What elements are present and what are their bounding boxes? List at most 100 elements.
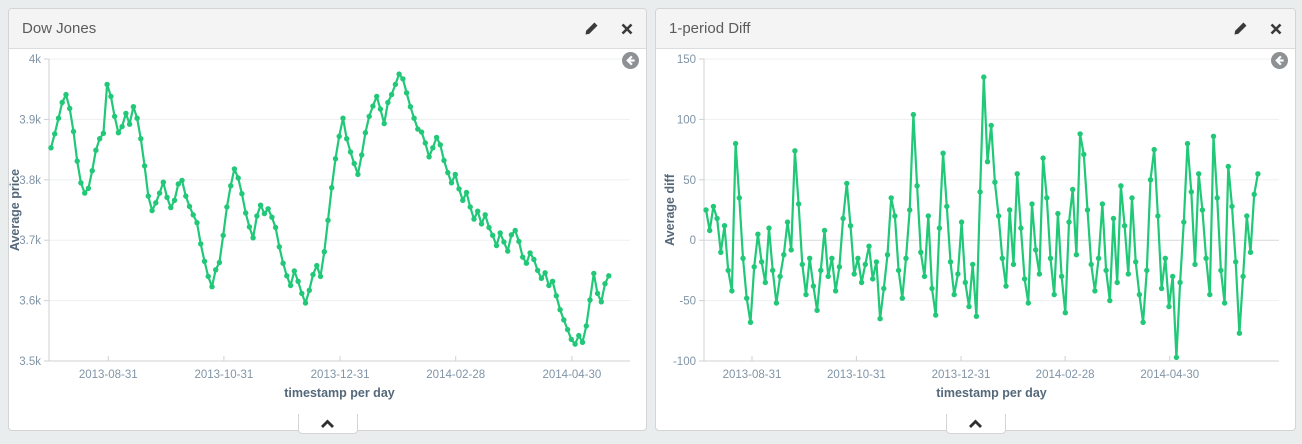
data-point[interactable] [1021, 276, 1028, 282]
data-point[interactable] [138, 136, 144, 142]
data-point[interactable] [538, 275, 545, 281]
data-point[interactable] [1158, 285, 1165, 292]
data-point[interactable] [988, 122, 994, 129]
data-point[interactable] [825, 273, 831, 280]
data-point[interactable] [374, 93, 380, 100]
edit-panel-button[interactable] [584, 21, 599, 36]
data-point[interactable] [755, 231, 761, 237]
data-point[interactable] [1181, 219, 1187, 225]
data-point[interactable] [995, 213, 1002, 219]
data-point[interactable] [855, 255, 861, 261]
data-point[interactable] [1133, 259, 1139, 265]
data-point[interactable] [224, 204, 230, 210]
data-point[interactable] [415, 126, 421, 132]
collapse-panel-button[interactable] [945, 414, 1006, 434]
data-point[interactable] [892, 213, 898, 219]
data-point[interactable] [261, 210, 268, 217]
data-point[interactable] [821, 227, 828, 234]
data-point[interactable] [501, 239, 507, 245]
data-point[interactable] [1007, 207, 1013, 213]
data-point[interactable] [478, 221, 485, 227]
data-point[interactable] [1210, 133, 1217, 139]
data-point[interactable] [265, 206, 271, 212]
data-point[interactable] [411, 115, 417, 121]
data-point[interactable] [951, 291, 957, 298]
data-point[interactable] [205, 273, 211, 280]
data-point[interactable] [287, 282, 294, 289]
data-point[interactable] [403, 90, 410, 96]
data-point[interactable] [156, 190, 163, 196]
data-point[interactable] [85, 185, 92, 191]
data-point[interactable] [295, 278, 301, 284]
data-point[interactable] [766, 225, 772, 231]
data-point[interactable] [579, 339, 586, 345]
data-point[interactable] [336, 133, 342, 139]
data-point[interactable] [228, 183, 234, 189]
data-point[interactable] [1077, 131, 1083, 137]
data-point[interactable] [718, 249, 724, 255]
data-point[interactable] [344, 136, 350, 142]
data-point[interactable] [254, 213, 260, 219]
data-point[interactable] [707, 227, 713, 234]
data-point[interactable] [55, 115, 62, 121]
data-point[interactable] [1081, 151, 1087, 158]
data-point[interactable] [302, 300, 309, 306]
collapse-panel-button[interactable] [297, 414, 358, 434]
data-point[interactable] [269, 214, 275, 220]
data-point[interactable] [448, 180, 455, 186]
data-point[interactable] [475, 208, 481, 214]
data-point[interactable] [534, 267, 541, 274]
data-point[interactable] [703, 207, 709, 213]
back-button[interactable] [622, 52, 639, 69]
data-point[interactable] [370, 103, 376, 109]
data-point[interactable] [549, 278, 556, 284]
data-point[interactable] [1051, 291, 1057, 298]
data-point[interactable] [940, 150, 946, 156]
data-point[interactable] [1221, 300, 1228, 306]
data-point[interactable] [366, 113, 372, 120]
data-point[interactable] [744, 295, 750, 301]
data-point[interactable] [877, 316, 883, 322]
data-point[interactable] [93, 147, 99, 153]
data-point[interactable] [512, 227, 518, 234]
data-point[interactable] [773, 300, 780, 306]
data-point[interactable] [456, 186, 462, 192]
data-point[interactable] [531, 256, 537, 263]
data-point[interactable] [1047, 255, 1054, 261]
data-point[interactable] [239, 191, 245, 197]
data-point[interactable] [925, 213, 931, 219]
data-point[interactable] [134, 115, 140, 121]
data-point[interactable] [246, 224, 253, 230]
data-point[interactable] [381, 120, 387, 127]
data-point[interactable] [851, 271, 857, 277]
data-point[interactable] [119, 123, 125, 130]
data-point[interactable] [970, 261, 976, 268]
data-point[interactable] [587, 297, 593, 303]
data-point[interactable] [347, 149, 354, 155]
data-point[interactable] [818, 267, 824, 274]
data-point[interactable] [870, 276, 876, 282]
data-point[interactable] [433, 134, 440, 141]
data-point[interactable] [70, 128, 77, 135]
data-point[interactable] [486, 224, 492, 231]
data-point[interactable] [795, 201, 802, 207]
data-point[interactable] [314, 262, 320, 269]
data-point[interactable] [1225, 163, 1231, 170]
data-point[interactable] [1029, 201, 1035, 207]
data-point[interactable] [1055, 210, 1061, 217]
data-point[interactable] [873, 259, 880, 265]
data-point[interactable] [396, 71, 402, 77]
data-point[interactable] [340, 115, 346, 121]
data-point[interactable] [881, 285, 887, 292]
data-point[interactable] [1184, 140, 1191, 147]
data-point[interactable] [407, 104, 414, 110]
data-point[interactable] [1233, 259, 1239, 265]
data-point[interactable] [276, 244, 282, 250]
data-point[interactable] [1114, 279, 1120, 286]
data-point[interactable] [153, 200, 159, 206]
data-point[interactable] [1099, 201, 1106, 207]
data-point[interactable] [523, 260, 530, 266]
data-point[interactable] [183, 193, 189, 199]
data-point[interactable] [862, 261, 868, 268]
data-point[interactable] [168, 204, 174, 211]
